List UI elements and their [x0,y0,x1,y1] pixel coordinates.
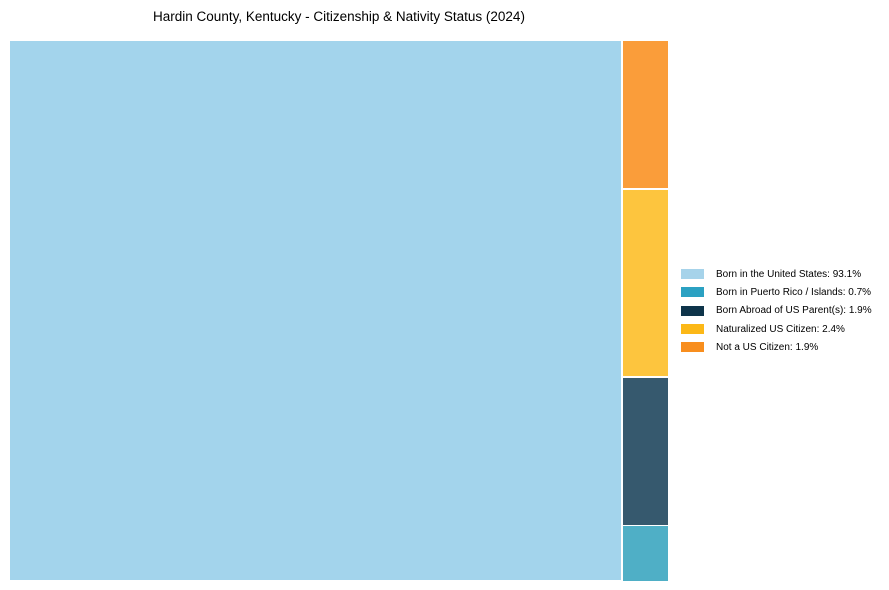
legend-item: Born in Puerto Rico / Islands: 0.7% [681,283,872,301]
legend-label: Not a US Citizen: 1.9% [716,341,819,353]
legend-swatch-born-abroad-of-us-parents [681,305,704,316]
legend-label: Born Abroad of US Parent(s): 1.9% [716,305,872,317]
legend-label: Born in Puerto Rico / Islands: 0.7% [716,286,872,298]
legend-item: Naturalized US Citizen: 2.4% [681,320,872,338]
legend-swatch-naturalized-us-citizen [681,324,704,335]
legend-swatch-born-in-the-united-states [681,269,704,280]
treemap-rect-not-a-us-citizen [623,41,668,188]
legend-item: Born in the United States: 93.1% [681,265,872,283]
treemap-rect-born-in-the-united-states [10,41,622,580]
treemap-rect-born-abroad-of-us-parent-s [623,377,668,525]
legend-swatch-not-a-us-citizen [681,342,704,353]
legend-item: Not a US Citizen: 1.9% [681,338,872,356]
treemap [10,41,668,581]
legend-swatch-born-in-puerto-rico-islands [681,287,704,298]
chart-title: Hardin County, Kentucky - Citizenship & … [153,9,525,24]
legend: Born in the United States: 93.1% Born in… [681,265,872,356]
legend-item: Born Abroad of US Parent(s): 1.9% [681,302,872,320]
treemap-rect-born-in-puerto-rico-islands [623,526,668,581]
legend-label: Born in the United States: 93.1% [716,268,862,280]
treemap-rect-naturalized-us-citizen [623,190,668,377]
legend-label: Naturalized US Citizen: 2.4% [716,323,845,335]
